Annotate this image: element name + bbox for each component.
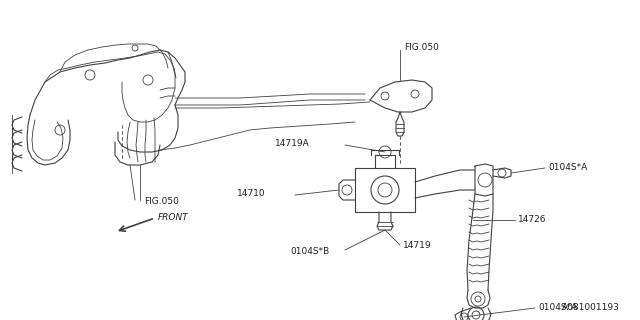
Text: FIG.050: FIG.050 xyxy=(144,197,179,206)
Text: 14719A: 14719A xyxy=(275,139,310,148)
Text: 14710: 14710 xyxy=(237,188,266,197)
Text: 14719: 14719 xyxy=(403,242,431,251)
Text: FRONT: FRONT xyxy=(158,213,189,222)
Text: 0104S*A: 0104S*A xyxy=(548,163,588,172)
Text: A081001193: A081001193 xyxy=(562,303,620,312)
Text: 0104S*A: 0104S*A xyxy=(538,303,577,313)
Text: 0104S*B: 0104S*B xyxy=(290,247,329,257)
Text: 14726: 14726 xyxy=(518,215,547,225)
Text: FIG.050: FIG.050 xyxy=(404,44,439,52)
